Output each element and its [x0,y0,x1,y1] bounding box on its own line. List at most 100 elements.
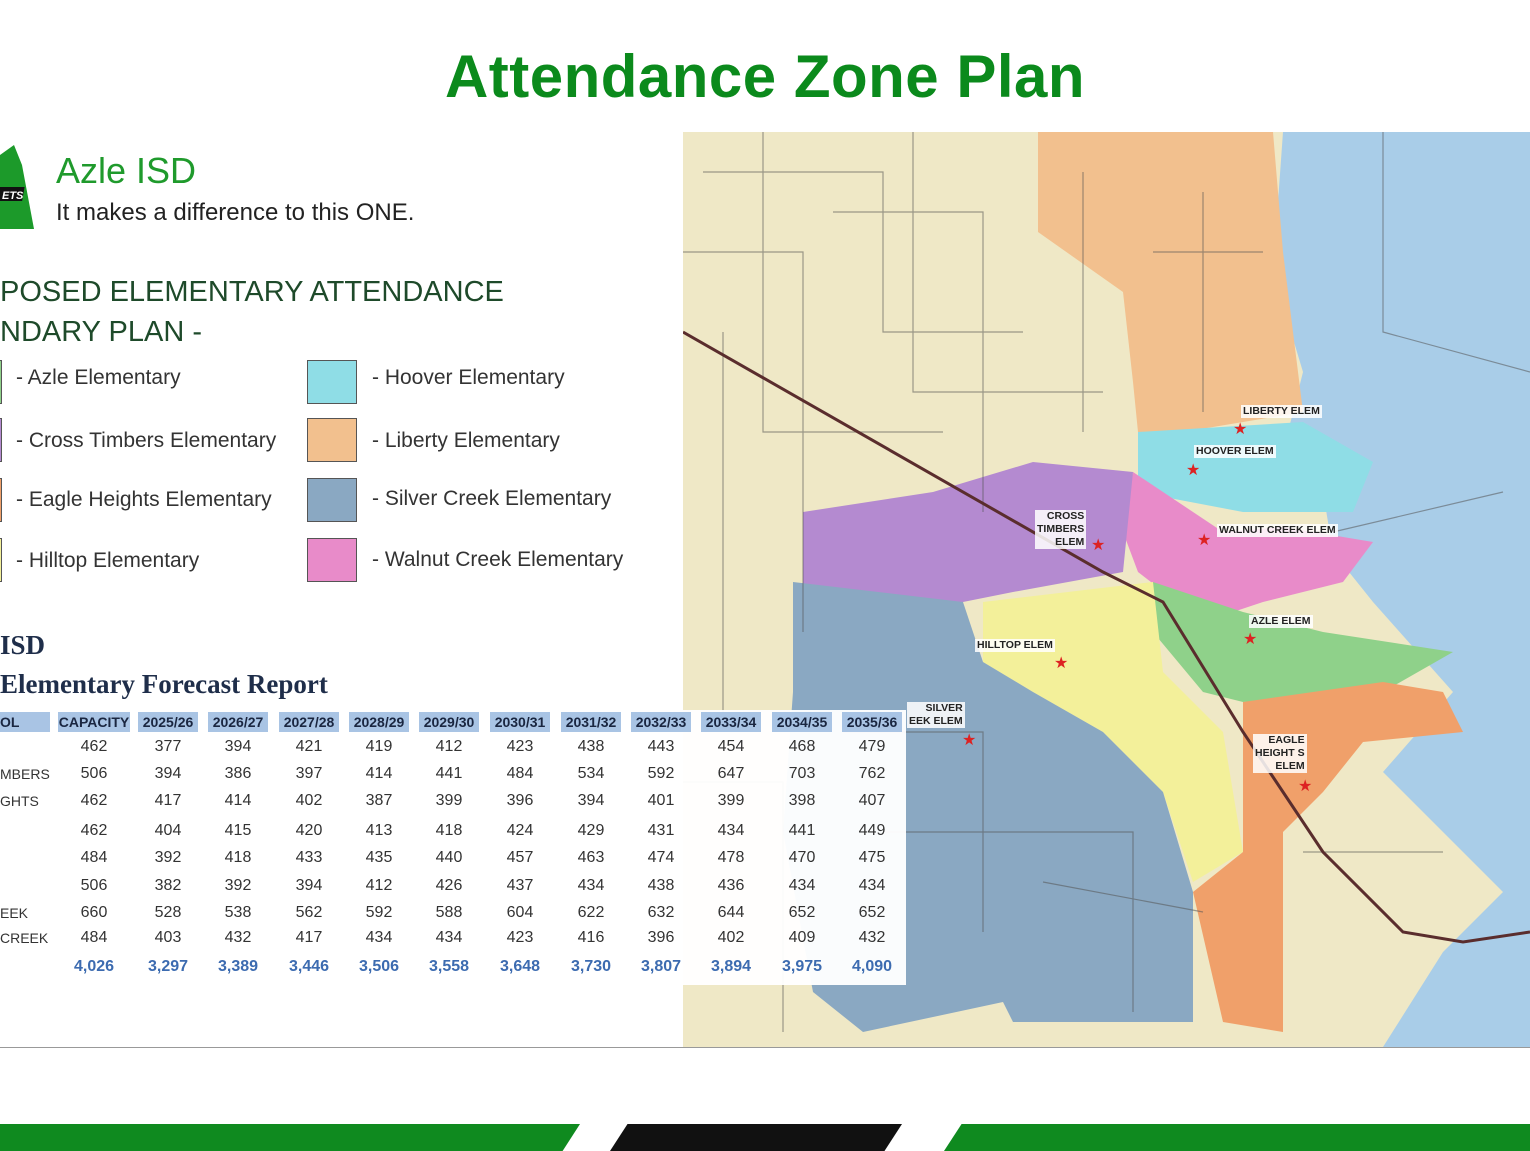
table-cell: 435 [365,849,393,866]
table-cell: 703 [788,765,816,782]
table-cell: 398 [788,792,816,809]
table-cell: 441 [788,822,816,839]
table-cell: 506 [80,765,108,782]
table-cell: 462 [80,738,108,755]
total-cell: 4,090 [851,958,893,975]
table-cell: 652 [788,904,816,921]
table-cell: 433 [295,849,323,866]
total-cell: 3,297 [147,958,189,975]
table-cell: 386 [224,765,252,782]
legend-swatch-eagle-heights [0,478,2,522]
table-cell: 412 [435,738,463,755]
table-cell: 429 [577,822,605,839]
table-cell: 479 [858,738,886,755]
table-cell: 438 [577,738,605,755]
table-cell: 592 [647,765,675,782]
legend-label-hoover: - Hoover Elementary [372,366,565,389]
table-cell: 454 [717,738,745,755]
table-cell: 434 [788,877,816,894]
table-cell: 437 [506,877,534,894]
legend-label-walnut-creek: - Walnut Creek Elementary [372,548,624,571]
table-cell: 414 [365,765,393,782]
legend-swatch-azle [0,360,2,404]
legend-label-silver-creek: - Silver Creek Elementary [372,487,612,510]
legend-swatch-cross-timbers [0,418,2,462]
highway [682,330,1530,944]
label-line: EEK ELEM [909,715,963,727]
zone-hoover [1138,422,1373,512]
divider [0,1047,1530,1048]
table-cell: 392 [224,877,252,894]
lake-water [1273,132,1530,1047]
zone-liberty [1038,132,1303,432]
label-line: ELEM [1055,536,1085,548]
table-cell: 604 [506,904,534,921]
legend-label-azle: - Azle Elementary [16,366,181,389]
label-line: CROSS [1046,510,1085,522]
total-cell: 3,807 [640,958,682,975]
table-cell: 434 [435,929,463,946]
forecast-table: OL CAPACITY 2025/26 2026/27 2027/28 2028/29 20… [0,710,906,985]
azle-logo: ETS [0,145,34,231]
table-cell: 418 [224,849,252,866]
zone-hilltop [983,582,1243,882]
total-cell: 3,648 [499,958,541,975]
label-line: EAGLE [1268,734,1305,746]
zone-azle [1153,582,1453,702]
column-header: 2034/35 [772,712,832,732]
school-star-icon: ★ [1197,532,1211,549]
table-cell: 443 [647,738,675,755]
column-header: 2026/27 [208,712,268,732]
table-cell: 436 [717,877,745,894]
table-cell: 421 [295,738,323,755]
table-cell: 387 [365,792,393,809]
brand-tagline: It makes a difference to this ONE. [56,199,415,226]
legend-label-hilltop: - Hilltop Elementary [16,549,200,572]
row-label: GHTS [0,793,39,809]
plan-heading-line2: NDARY PLAN - [0,316,202,348]
table-cell: 414 [224,792,252,809]
map-label-hilltop: HILLTOP ELEM [975,639,1055,652]
table-cell: 423 [506,738,534,755]
table-cell: 434 [577,877,605,894]
table-cell: 419 [365,738,393,755]
table-cell: 438 [647,877,675,894]
report-title-line1: ISD [0,630,46,660]
total-cell: 3,730 [570,958,612,975]
footer-bar-green-left [0,1124,580,1151]
table-cell: 462 [80,822,108,839]
table-cell: 534 [577,765,605,782]
column-header: 2030/31 [490,712,550,732]
legend-swatch-liberty [307,418,357,462]
table-cell: 506 [80,877,108,894]
school-star-icon: ★ [1243,631,1257,648]
table-cell: 462 [80,792,108,809]
table-cell: 592 [365,904,393,921]
table-cell: 409 [788,929,816,946]
column-header: 2029/30 [419,712,479,732]
table-cell: 440 [435,849,463,866]
table-cell: 431 [647,822,675,839]
legend-label-eagle-heights: - Eagle Heights Elementary [16,488,272,511]
label-line: TIMBERS [1037,523,1085,535]
school-star-icon: ★ [1298,778,1312,795]
map-label-liberty: LIBERTY ELEM [1241,405,1322,418]
row-label: CREEK [0,930,49,946]
column-header: 2031/32 [561,712,621,732]
table-cell: 644 [717,904,745,921]
legend-label-liberty: - Liberty Elementary [372,429,560,452]
school-star-icon: ★ [1233,421,1247,438]
zone-cross-timbers [803,462,1133,602]
page-title: Attendance Zone Plan [444,43,1086,110]
table-cell: 407 [858,792,886,809]
school-star-icon: ★ [1054,655,1068,672]
table-cell: 622 [577,904,605,921]
table-cell: 416 [577,929,605,946]
school-star-icon: ★ [1091,537,1105,554]
logo-icon: ETS [0,145,34,229]
table-cell: 441 [435,765,463,782]
table-cell: 417 [154,792,182,809]
table-cell: 396 [506,792,534,809]
svg-text:ETS: ETS [2,190,24,202]
table-cell: 432 [858,929,886,946]
